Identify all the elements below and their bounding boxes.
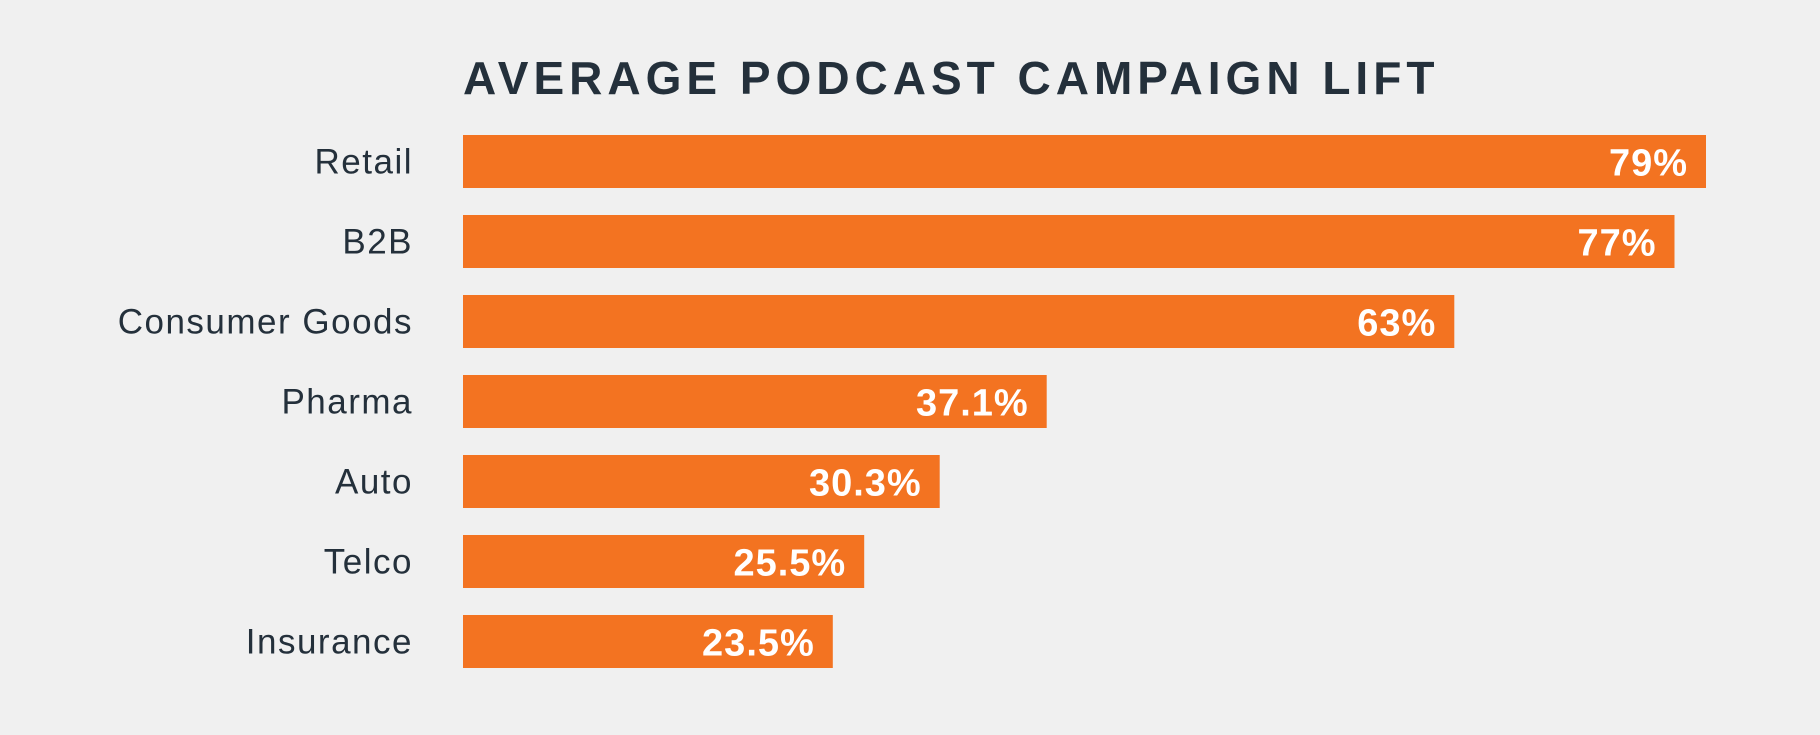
value-label-retail: 79%: [1609, 143, 1688, 185]
chart-title: AVERAGE PODCAST CAMPAIGN LIFT: [463, 52, 1439, 104]
bars-group: Retail 79% B2B 77% Consumer Goods 63% Pharma 37…: [118, 135, 1706, 668]
category-label-telco: Telco: [324, 543, 413, 582]
value-label-telco: 25.5%: [733, 543, 846, 585]
bar-telco: [463, 535, 865, 588]
value-label-pharma: 37.1%: [916, 383, 1029, 425]
bar-consumer-goods: [463, 295, 1455, 348]
bar-pharma: [463, 375, 1047, 428]
bar-retail: [463, 135, 1706, 188]
category-label-pharma: Pharma: [281, 383, 413, 422]
category-label-insurance: Insurance: [246, 623, 413, 662]
bar-auto: [463, 455, 940, 508]
category-label-b2b: B2B: [342, 223, 413, 262]
category-label-auto: Auto: [335, 463, 413, 502]
bar-insurance: [463, 615, 833, 668]
value-label-b2b: 77%: [1577, 223, 1656, 265]
category-label-retail: Retail: [315, 143, 413, 182]
value-label-consumer-goods: 63%: [1357, 303, 1436, 345]
value-label-auto: 30.3%: [809, 463, 922, 505]
category-label-consumer-goods: Consumer Goods: [118, 303, 413, 342]
bar-b2b: [463, 215, 1675, 268]
value-label-insurance: 23.5%: [702, 623, 815, 665]
